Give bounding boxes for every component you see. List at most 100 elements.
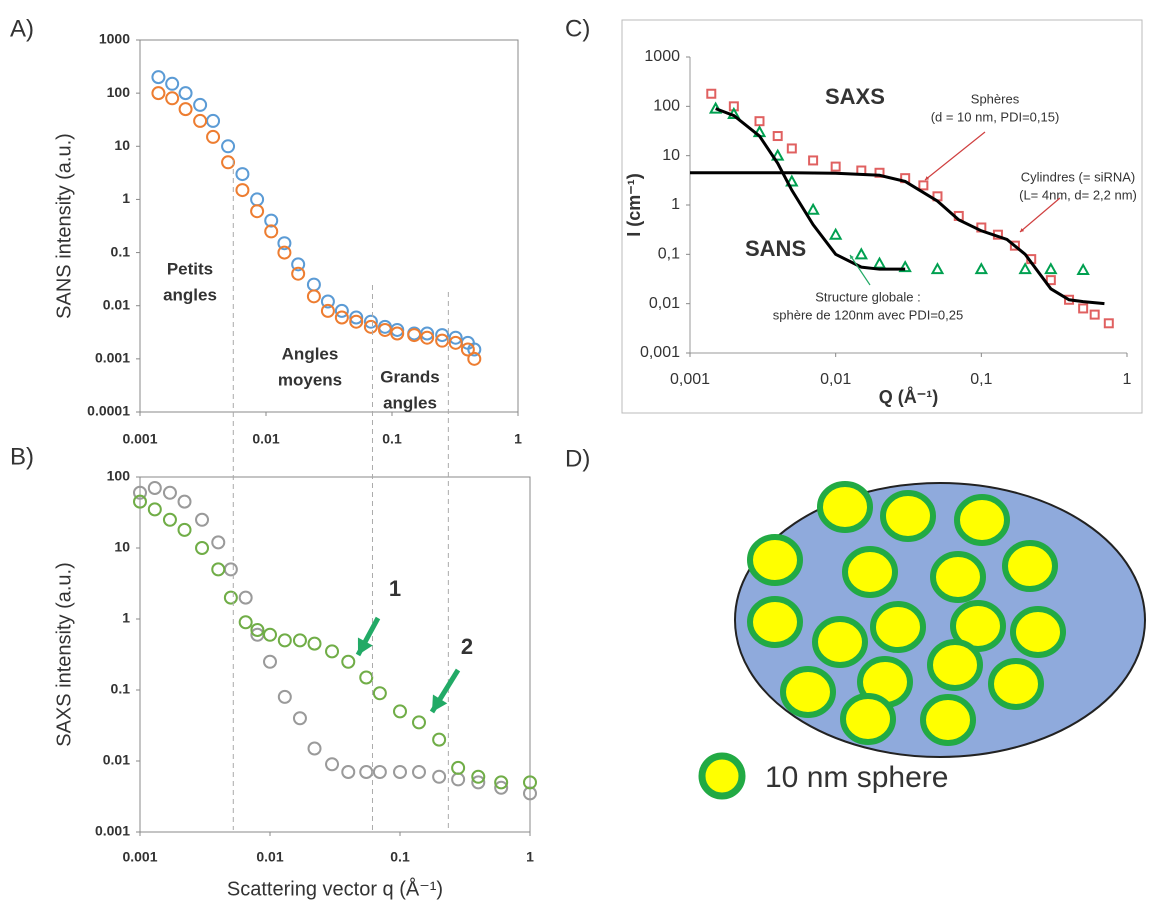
sphere: [842, 546, 898, 598]
x-tick-label: 1: [526, 849, 534, 865]
annotation: (d = 10 nm, PDI=0,15): [931, 109, 1060, 124]
y-axis-title: I (cm⁻¹): [624, 173, 644, 237]
y-axis-title: SAXS intensity (a.u.): [53, 562, 75, 747]
data-point: [448, 330, 463, 345]
legend-sphere: [698, 752, 746, 800]
data-point: [307, 636, 322, 651]
data-point: [177, 522, 192, 537]
data-point: [238, 615, 253, 630]
y-tick-label: 1000: [644, 48, 680, 65]
panel-c-frame: [621, 19, 1143, 414]
y-tick-label: 0,01: [649, 295, 680, 312]
data-point: [1045, 275, 1056, 286]
data-point: [785, 174, 799, 187]
data-point: [1089, 309, 1100, 320]
data-point: [451, 760, 466, 775]
data-point: [320, 303, 335, 318]
data-point: [162, 512, 177, 527]
legend-text: 10 nm sphere: [765, 761, 948, 794]
data-point: [250, 204, 265, 219]
data-point: [359, 670, 374, 685]
data-point: [307, 741, 322, 756]
data-point: [808, 155, 819, 166]
data-point: [1103, 318, 1114, 329]
arrow: [924, 131, 986, 181]
data-point: [193, 97, 208, 112]
series-label: SAXS: [825, 84, 885, 109]
data-point: [393, 704, 407, 719]
annotation: Petits: [167, 259, 213, 278]
plot-frame: [139, 39, 519, 413]
data-point: [238, 590, 253, 605]
data-point: [393, 764, 407, 779]
data-point: [451, 772, 466, 787]
data-point: [147, 502, 162, 517]
data-point: [898, 260, 912, 273]
annotation: sphère de 120nm avec PDI=0,25: [773, 307, 963, 322]
x-axis-title: Q (Å⁻¹): [879, 387, 938, 407]
y-tick-label: 1000: [99, 31, 130, 47]
data-point: [277, 245, 292, 260]
data-point: [291, 257, 306, 272]
fit-line: [690, 171, 1105, 306]
x-tick-label: 0.1: [390, 849, 410, 865]
data-point: [250, 622, 265, 637]
annotation: 1: [389, 576, 401, 601]
sphere: [812, 616, 868, 668]
data-point: [221, 155, 236, 170]
sphere: [870, 601, 926, 653]
y-tick-label: 0.1: [111, 681, 131, 697]
data-point: [165, 76, 180, 91]
data-point: [334, 303, 349, 318]
data-point: [206, 129, 221, 144]
annotation: angles: [383, 393, 437, 412]
annotation: 2: [461, 634, 473, 659]
data-point: [872, 256, 887, 269]
y-tick-label: 0.01: [103, 752, 130, 768]
arrow-head: [357, 637, 373, 655]
data-point: [771, 148, 785, 161]
y-tick-label: 100: [107, 468, 131, 484]
sphere: [880, 490, 936, 542]
data-point: [341, 654, 356, 669]
data-point: [467, 342, 482, 357]
data-point: [151, 70, 166, 85]
sphere: [988, 658, 1044, 710]
y-tick-label: 1: [671, 196, 680, 213]
arrow-head: [850, 255, 854, 260]
data-point: [432, 732, 447, 747]
data-point: [162, 485, 177, 500]
data-point: [325, 757, 340, 772]
sphere: [927, 639, 983, 691]
y-tick-label: 0,1: [658, 246, 680, 263]
plot-frame: [139, 476, 531, 833]
data-point: [930, 262, 945, 275]
data-point: [177, 494, 192, 509]
data-point: [292, 711, 307, 726]
y-tick-label: 0.001: [95, 823, 130, 839]
data-point: [754, 116, 765, 127]
sphere: [930, 551, 986, 603]
annotation: Sphères: [971, 91, 1020, 106]
y-tick-label: 100: [107, 84, 131, 100]
panel-label: D): [565, 445, 590, 472]
data-point: [292, 633, 307, 648]
data-point: [378, 322, 393, 337]
data-point: [420, 326, 435, 341]
panel-label: A): [10, 15, 34, 42]
data-point: [372, 764, 387, 779]
data-point: [830, 161, 841, 172]
data-point: [178, 102, 193, 117]
data-point: [250, 192, 265, 207]
data-point: [494, 780, 509, 795]
data-point: [223, 562, 238, 577]
data-point: [195, 512, 210, 527]
data-point: [325, 644, 340, 659]
sphere: [747, 534, 803, 586]
data-point: [407, 328, 422, 343]
y-tick-label: 1: [122, 190, 130, 206]
data-point: [432, 769, 447, 784]
y-tick-label: 100: [653, 98, 680, 115]
data-point: [523, 775, 537, 790]
